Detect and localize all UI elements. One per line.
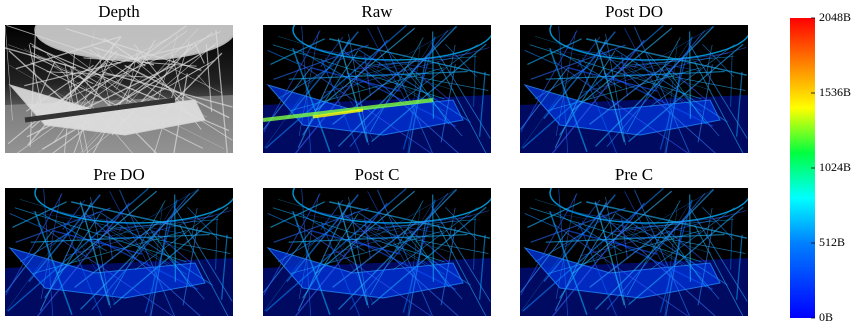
image-content	[520, 0, 750, 166]
panel-title: Pre C	[615, 165, 653, 184]
panel-image	[520, 0, 750, 166]
panel-title: Depth	[98, 2, 140, 21]
image-content	[5, 0, 235, 166]
colorbar-label: 2048B	[819, 10, 851, 24]
colorbar-label: 0B	[819, 310, 833, 324]
panel-title: Post C	[355, 165, 400, 184]
panel-image	[520, 163, 750, 329]
panel-image	[5, 163, 235, 329]
panel-title: Pre DO	[93, 165, 144, 184]
colorbar-label: 512B	[819, 235, 845, 249]
image-content	[263, 163, 493, 329]
colorbar-label: 1024B	[819, 160, 851, 174]
colorbar-label: 1536B	[819, 85, 851, 99]
panel-title: Post DO	[605, 2, 663, 21]
panel-image	[263, 163, 493, 329]
panel-title: Raw	[361, 2, 393, 21]
image-content	[263, 0, 493, 166]
image-content	[5, 163, 235, 329]
image-content	[520, 163, 750, 329]
panel-image	[5, 0, 235, 166]
panel-image	[263, 0, 493, 166]
